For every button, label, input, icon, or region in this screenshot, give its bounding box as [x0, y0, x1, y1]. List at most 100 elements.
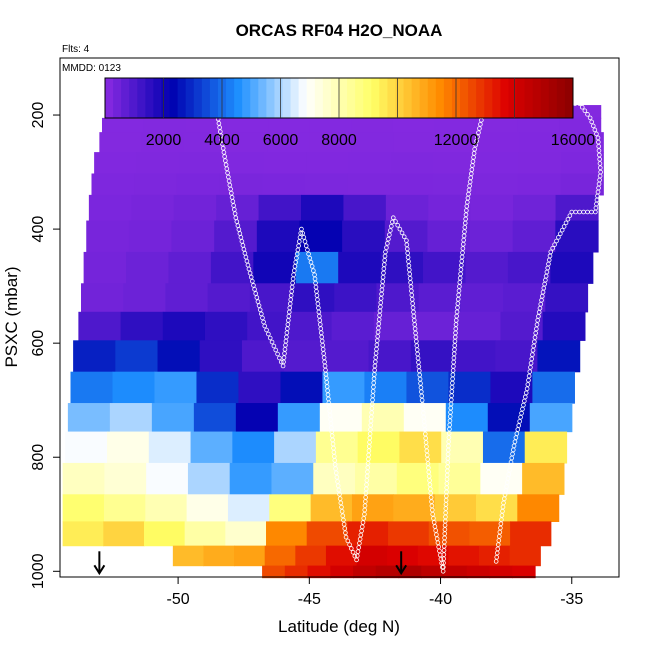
- track-point: [513, 435, 519, 440]
- track-point: [556, 235, 561, 240]
- track-point: [415, 351, 420, 357]
- track-point: [266, 331, 271, 337]
- heatmap-cell: [186, 494, 229, 522]
- heatmap-cell: [524, 431, 568, 464]
- track-point: [296, 239, 302, 244]
- track-point: [357, 540, 362, 546]
- colorbar-segment: [282, 78, 292, 118]
- colorbar-segment: [298, 78, 308, 118]
- track-point: [366, 444, 372, 449]
- track-point: [301, 235, 307, 240]
- colorbar-segment: [532, 78, 542, 118]
- track-point: [418, 385, 424, 390]
- track-point: [457, 284, 462, 289]
- heatmap-cell: [388, 521, 430, 547]
- colorbar-segment: [395, 78, 405, 118]
- heatmap-cell: [266, 521, 308, 547]
- track-point: [355, 549, 361, 554]
- heatmap-cell: [172, 545, 205, 567]
- track-point: [476, 130, 481, 135]
- track-point: [460, 250, 465, 256]
- track-point: [496, 538, 502, 543]
- heatmap-cell: [91, 173, 135, 196]
- heatmap-cell: [143, 521, 186, 547]
- heatmap-cell: [392, 117, 436, 133]
- track-point: [305, 247, 310, 253]
- heatmap-cell: [503, 283, 546, 313]
- heatmap-cell: [550, 251, 594, 284]
- track-point: [378, 304, 383, 310]
- track-point: [460, 242, 466, 247]
- track-point: [380, 279, 386, 284]
- heatmap-cell: [123, 283, 167, 313]
- track-point: [363, 486, 369, 492]
- track-point: [514, 431, 520, 436]
- track-point: [594, 131, 599, 137]
- heatmap-cell: [368, 340, 412, 373]
- track-point: [501, 500, 506, 506]
- x-axis-label: Latitude (deg N): [278, 617, 400, 636]
- heatmap-cell: [475, 494, 518, 522]
- track-point: [371, 376, 377, 381]
- heatmap-cell: [460, 283, 504, 313]
- track-point: [221, 150, 227, 155]
- track-point: [291, 272, 296, 278]
- track-point: [552, 242, 557, 247]
- track-point: [370, 393, 376, 398]
- track-point: [497, 529, 503, 535]
- track-point: [380, 274, 386, 280]
- track-point: [532, 339, 537, 345]
- heatmap-cell: [432, 173, 476, 196]
- heatmap-cell: [310, 494, 353, 522]
- track-point: [218, 129, 223, 134]
- heatmap-cell: [268, 117, 311, 133]
- track-point: [360, 520, 366, 525]
- heatmap-cell: [162, 311, 206, 341]
- track-point: [292, 264, 298, 269]
- heatmap-cell: [347, 173, 391, 196]
- track-point: [422, 423, 427, 428]
- track-point: [565, 216, 571, 222]
- track-point: [366, 452, 371, 458]
- heatmap-cell: [479, 545, 511, 567]
- track-point: [384, 245, 389, 250]
- colorbar-segment: [314, 78, 324, 118]
- track-point: [462, 229, 467, 234]
- track-point: [494, 554, 500, 560]
- track-point: [306, 251, 311, 257]
- track-point: [587, 115, 593, 121]
- heatmap-cell: [351, 132, 394, 153]
- arrow-marker-head: [93, 564, 106, 576]
- heatmap-cell: [306, 521, 348, 547]
- track-point: [369, 410, 374, 415]
- track-point: [294, 251, 300, 257]
- track-point: [426, 473, 432, 479]
- track-point: [252, 287, 257, 292]
- heatmap-cell: [229, 462, 273, 495]
- colorbar-segment: [266, 78, 275, 118]
- heatmap-cell: [313, 462, 356, 495]
- heatmap-cell: [361, 403, 405, 433]
- heatmap-cell: [428, 194, 472, 222]
- track-point: [416, 364, 422, 369]
- track-point: [404, 238, 409, 243]
- track-point: [273, 347, 279, 353]
- heatmap-cell: [477, 132, 520, 153]
- track-point: [459, 254, 465, 260]
- heatmap-cell: [210, 251, 254, 284]
- track-point: [337, 496, 343, 501]
- track-point: [362, 503, 368, 509]
- heatmap-cell: [238, 371, 282, 404]
- heatmap-cell: [399, 431, 442, 464]
- track-point: [271, 343, 277, 349]
- heatmap-cell: [418, 283, 462, 313]
- track-point: [459, 258, 465, 264]
- track-point: [352, 553, 358, 559]
- heatmap-cell: [406, 371, 450, 404]
- chart-title: ORCAS RF04 H2O_NOAA: [236, 21, 443, 40]
- heatmap-cell: [280, 371, 324, 404]
- track-point: [383, 249, 388, 255]
- track-point: [597, 152, 602, 158]
- track-point: [529, 356, 535, 362]
